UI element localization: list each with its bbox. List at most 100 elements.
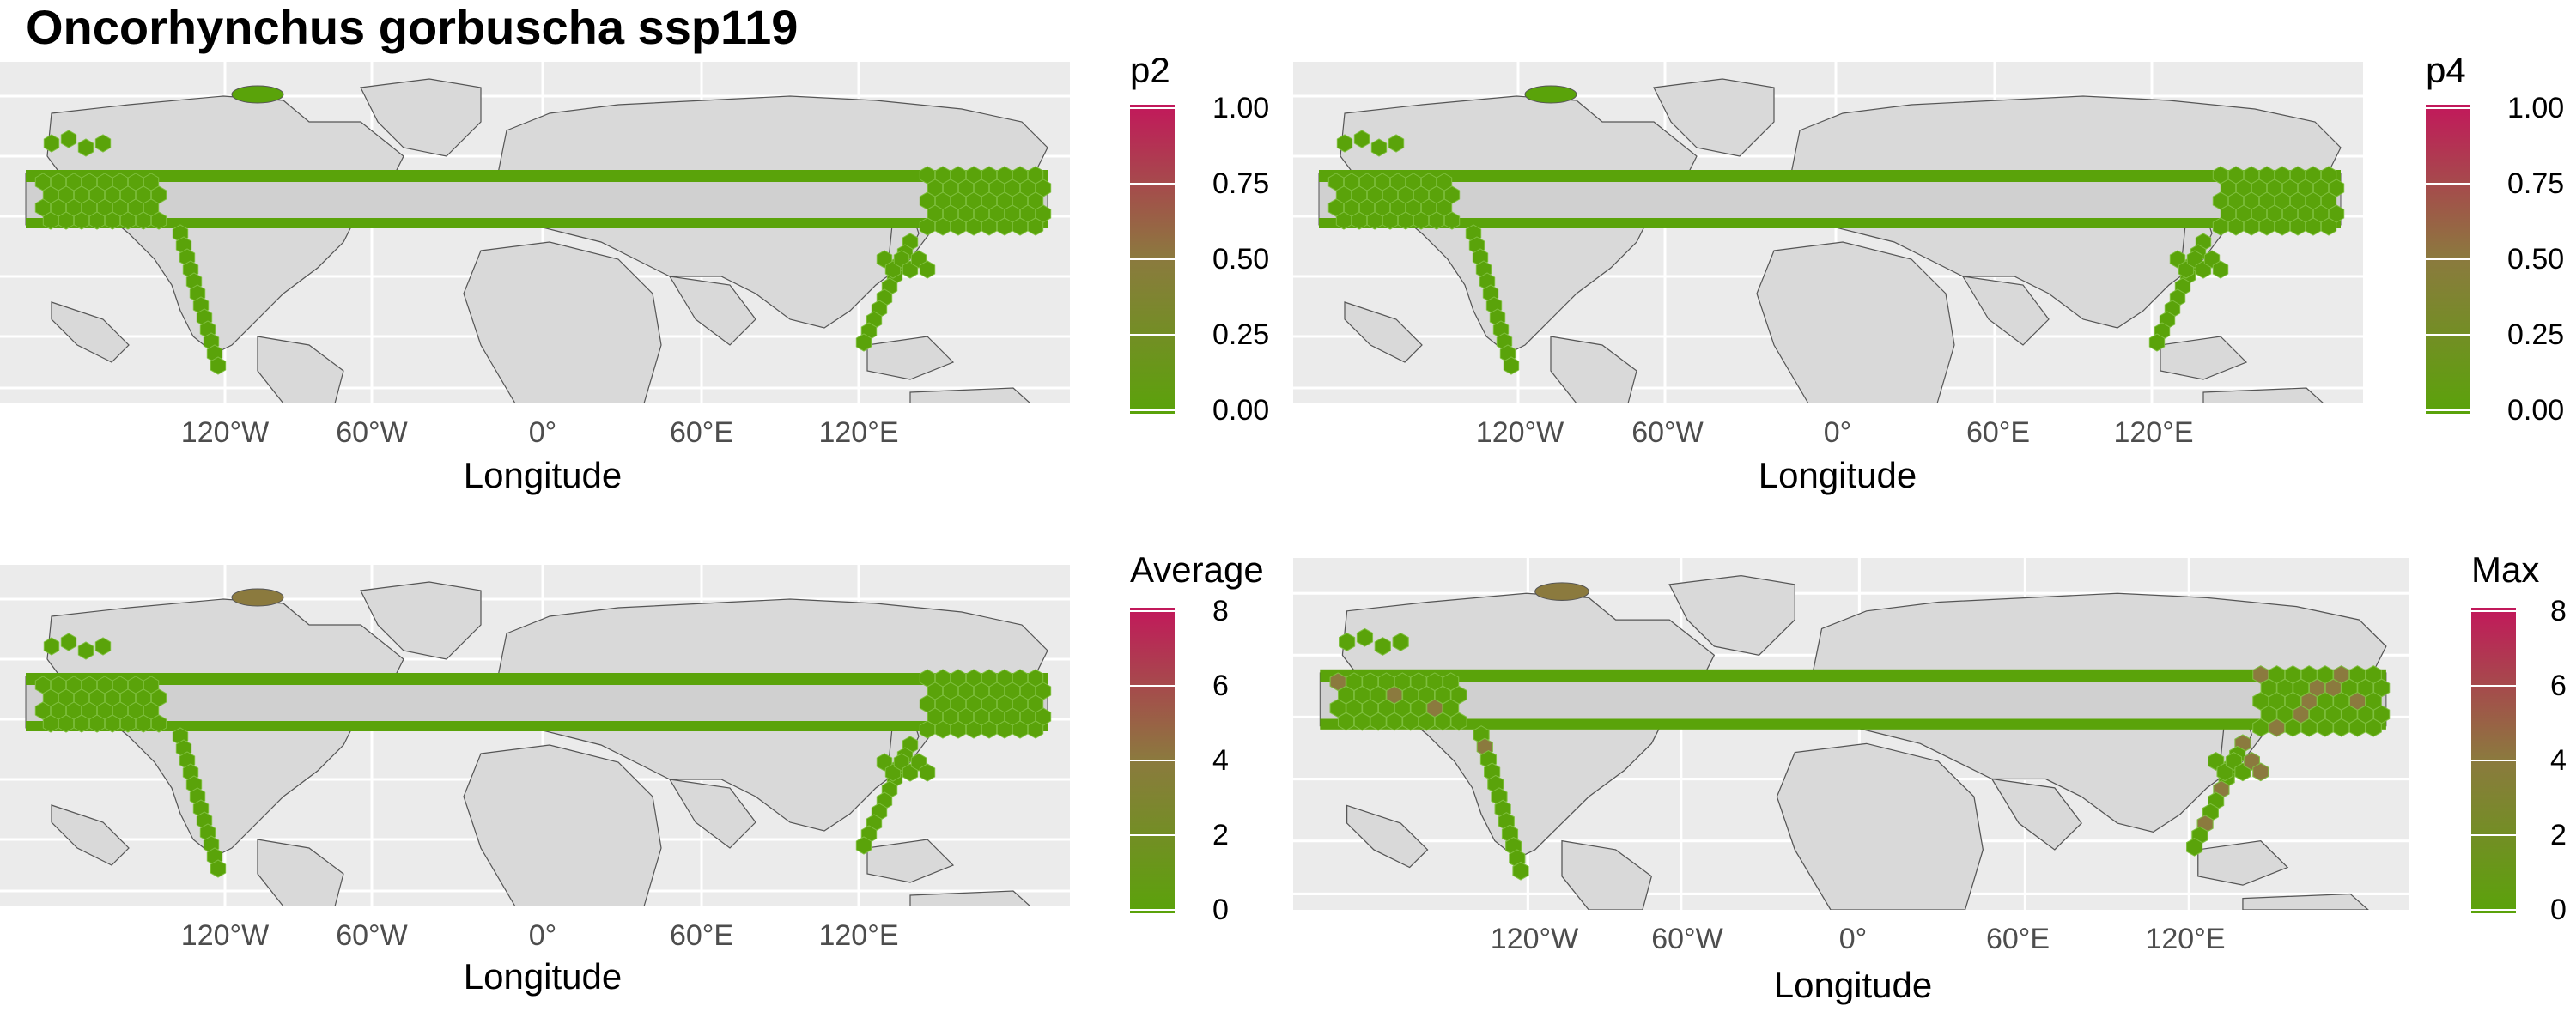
land-polygon bbox=[2242, 893, 2369, 910]
habitat-cell bbox=[88, 714, 106, 733]
land-polygon bbox=[1961, 276, 2050, 346]
habitat-cell bbox=[43, 134, 60, 153]
habitat-cell bbox=[77, 138, 94, 157]
habitat-cell bbox=[1450, 712, 1467, 731]
habitat-cell bbox=[965, 217, 982, 236]
habitat-cell bbox=[1443, 211, 1461, 230]
x-tick-label: 120°E bbox=[818, 919, 899, 952]
legend-tick-label: 6 bbox=[2550, 670, 2567, 702]
legend-tick-mark bbox=[2471, 909, 2516, 911]
band-strip-north bbox=[1320, 669, 2386, 682]
x-tick-label: 0° bbox=[1823, 416, 1852, 449]
legend-tick-mark bbox=[2426, 107, 2470, 109]
habitat-cell bbox=[919, 260, 936, 279]
x-axis-label: Longitude bbox=[463, 956, 623, 997]
habitat-cell bbox=[2148, 333, 2166, 352]
land-polygon bbox=[1550, 336, 1637, 403]
land-polygon bbox=[668, 276, 756, 346]
habitat-cell bbox=[210, 356, 227, 375]
habitat-cells bbox=[34, 130, 1052, 375]
habitat-cell bbox=[2320, 217, 2337, 236]
land-polygon bbox=[2160, 336, 2248, 380]
habitat-cell bbox=[1351, 211, 1368, 230]
habitat-cell bbox=[1339, 632, 1356, 651]
legend-tick-label: 0.75 bbox=[1212, 167, 1270, 200]
habitat-cell bbox=[73, 211, 90, 230]
x-tick-label: 120°W bbox=[180, 416, 270, 449]
habitat-cell bbox=[77, 641, 94, 660]
land-polygon bbox=[1776, 742, 1984, 910]
habitat-cell bbox=[919, 217, 936, 236]
habitat-cell bbox=[58, 211, 75, 230]
land-polygon bbox=[866, 336, 955, 380]
habitat-cell bbox=[2212, 260, 2229, 279]
legend-tick-label: 0.00 bbox=[2507, 394, 2565, 427]
legend-tick-label: 0 bbox=[2550, 894, 2567, 926]
land-polygon bbox=[2202, 387, 2324, 403]
habitat-cell bbox=[1335, 211, 1352, 230]
habitat-cell bbox=[919, 720, 936, 739]
habitat-cell bbox=[42, 211, 59, 230]
legend-tick-label: 0.75 bbox=[2507, 167, 2565, 200]
x-tick-label: 60°E bbox=[1985, 923, 2050, 955]
world-map bbox=[0, 62, 1070, 403]
habitat-cell bbox=[1503, 356, 1520, 375]
legend-tick-mark bbox=[1130, 107, 1175, 109]
habitat-cell bbox=[855, 333, 872, 352]
land-polygon bbox=[257, 336, 344, 403]
habitat-cell bbox=[855, 836, 872, 855]
world-map bbox=[1293, 62, 2363, 403]
habitat-cell bbox=[1428, 211, 1445, 230]
x-tick-label: 120°E bbox=[2113, 416, 2194, 449]
habitat-cell bbox=[73, 714, 90, 733]
land-polygon bbox=[360, 581, 482, 660]
habitat-cell bbox=[1392, 632, 1409, 651]
habitat-cell bbox=[1374, 637, 1391, 656]
habitat-cell bbox=[1337, 712, 1355, 731]
habitat-cell bbox=[1012, 720, 1029, 739]
legend-tick-mark bbox=[2471, 685, 2516, 687]
legend-tick-mark bbox=[2471, 610, 2516, 612]
habitat-cell bbox=[1356, 627, 1374, 647]
habitat-cell bbox=[934, 217, 951, 236]
legend-tick-mark bbox=[2471, 760, 2516, 761]
legend-tick-mark bbox=[2426, 258, 2470, 260]
habitat-cell bbox=[2333, 718, 2350, 737]
world-map bbox=[1293, 558, 2409, 910]
land-polygon bbox=[909, 387, 1031, 403]
legend-tick-mark bbox=[1130, 834, 1175, 836]
x-axis-label: Longitude bbox=[463, 455, 623, 495]
habitat-cell bbox=[1366, 211, 1383, 230]
habitat-cell bbox=[1382, 211, 1399, 230]
legend-tick-mark bbox=[1130, 909, 1175, 911]
habitat-cell bbox=[1418, 712, 1436, 731]
habitat-cell bbox=[94, 637, 112, 656]
habitat-cell bbox=[1370, 138, 1388, 157]
legend-tick-label: 8 bbox=[1212, 595, 1229, 627]
legend-title: Max bbox=[2471, 549, 2540, 590]
legend-tick-label: 0.25 bbox=[1212, 318, 1270, 351]
legend-tick-label: 0.50 bbox=[2507, 243, 2565, 276]
land-polygon bbox=[909, 890, 1031, 906]
habitat-cell bbox=[965, 720, 982, 739]
land-polygon bbox=[1344, 301, 1423, 363]
x-axis-label: Longitude bbox=[1758, 455, 1917, 495]
legend-tick-label: 0.50 bbox=[1212, 243, 1270, 276]
legend-tick-mark bbox=[1130, 685, 1175, 687]
x-tick-label: 0° bbox=[1838, 923, 1868, 955]
x-tick-label: 60°W bbox=[336, 919, 408, 952]
land-polygon bbox=[1346, 804, 1429, 869]
habitat-cell bbox=[119, 714, 137, 733]
legend-tick-mark bbox=[2426, 409, 2470, 411]
habitat-cell bbox=[2252, 762, 2269, 782]
arctic-cell bbox=[231, 588, 284, 607]
legend-tick-mark bbox=[1130, 610, 1175, 612]
habitat-cell bbox=[1386, 712, 1403, 731]
habitat-cell bbox=[2268, 718, 2286, 737]
legend-tick-mark bbox=[1130, 409, 1175, 411]
legend-tick-label: 2 bbox=[2550, 819, 2567, 851]
land-polygon bbox=[257, 839, 344, 906]
habitat-cell bbox=[934, 720, 951, 739]
land-polygon bbox=[1668, 574, 1795, 656]
habitat-cells bbox=[34, 633, 1052, 878]
